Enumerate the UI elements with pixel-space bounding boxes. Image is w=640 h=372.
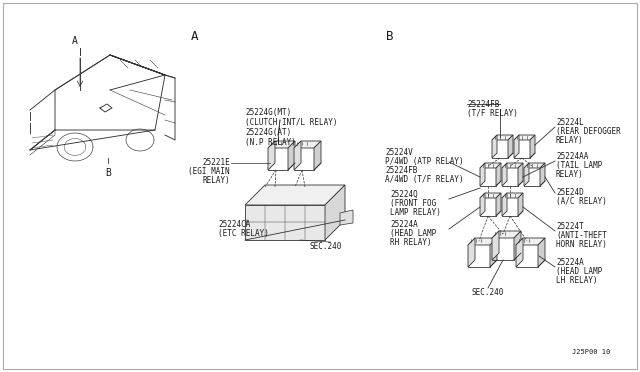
Polygon shape	[496, 163, 501, 186]
Polygon shape	[480, 193, 485, 216]
Text: (FRONT FOG: (FRONT FOG	[390, 199, 436, 208]
Text: LH RELAY): LH RELAY)	[556, 276, 598, 285]
Text: 25221E: 25221E	[202, 158, 230, 167]
Text: 25E24D: 25E24D	[556, 188, 584, 197]
Text: P/4WD (ATP RELAY): P/4WD (ATP RELAY)	[385, 157, 463, 166]
Text: 25224FB: 25224FB	[385, 166, 417, 175]
Text: RELAY): RELAY)	[556, 170, 584, 179]
Polygon shape	[492, 135, 513, 140]
Text: A/4WD (T/F RELAY): A/4WD (T/F RELAY)	[385, 175, 463, 184]
Polygon shape	[516, 238, 545, 245]
Polygon shape	[468, 238, 475, 267]
Polygon shape	[496, 193, 501, 216]
Polygon shape	[516, 238, 523, 267]
Polygon shape	[518, 193, 523, 216]
Polygon shape	[245, 205, 325, 240]
Polygon shape	[490, 238, 497, 267]
Polygon shape	[480, 163, 501, 168]
Text: HORN RELAY): HORN RELAY)	[556, 240, 607, 249]
Text: (CLUTCH INT/L RELAY): (CLUTCH INT/L RELAY)	[245, 118, 337, 127]
Polygon shape	[468, 238, 497, 245]
Polygon shape	[538, 238, 545, 267]
Text: 25224V: 25224V	[385, 148, 413, 157]
Text: (HEAD LAMP: (HEAD LAMP	[390, 229, 436, 238]
Text: 25224CA: 25224CA	[218, 220, 250, 229]
Text: SEC.240: SEC.240	[472, 288, 504, 297]
Polygon shape	[502, 163, 523, 168]
Polygon shape	[514, 135, 519, 158]
Polygon shape	[502, 193, 523, 198]
Text: A: A	[72, 36, 78, 46]
Text: J25P00 10: J25P00 10	[572, 349, 610, 355]
Text: 25224Q: 25224Q	[390, 190, 418, 199]
Polygon shape	[480, 163, 485, 186]
Text: 25224A: 25224A	[556, 258, 584, 267]
Text: 25224A: 25224A	[390, 220, 418, 229]
Text: (A/C RELAY): (A/C RELAY)	[556, 197, 607, 206]
Text: RELAY): RELAY)	[556, 136, 584, 145]
Polygon shape	[492, 231, 499, 260]
Polygon shape	[294, 141, 301, 170]
Polygon shape	[492, 231, 521, 238]
Polygon shape	[480, 193, 501, 198]
Polygon shape	[492, 135, 497, 158]
Text: (REAR DEFOGGER: (REAR DEFOGGER	[556, 127, 621, 136]
Polygon shape	[340, 210, 353, 225]
Polygon shape	[514, 231, 521, 260]
Polygon shape	[288, 141, 295, 170]
Polygon shape	[524, 163, 529, 186]
Text: 25224FB: 25224FB	[467, 100, 499, 109]
Text: (ANTI-THEFT: (ANTI-THEFT	[556, 231, 607, 240]
Polygon shape	[530, 135, 535, 158]
Polygon shape	[518, 163, 523, 186]
Polygon shape	[294, 141, 321, 148]
Text: 25224T: 25224T	[556, 222, 584, 231]
Polygon shape	[502, 193, 507, 216]
Polygon shape	[540, 163, 545, 186]
Polygon shape	[524, 163, 545, 168]
Text: (N.P RELAY): (N.P RELAY)	[245, 138, 296, 147]
Text: B: B	[105, 168, 111, 178]
Text: (TAIL LAMP: (TAIL LAMP	[556, 161, 602, 170]
Text: SEC.240: SEC.240	[310, 242, 342, 251]
Polygon shape	[325, 185, 345, 240]
Text: (HEAD LAMP: (HEAD LAMP	[556, 267, 602, 276]
Text: LAMP RELAY): LAMP RELAY)	[390, 208, 441, 217]
Text: RH RELAY): RH RELAY)	[390, 238, 431, 247]
Text: 25224AA: 25224AA	[556, 152, 588, 161]
Polygon shape	[268, 141, 295, 148]
Text: (T/F RELAY): (T/F RELAY)	[467, 109, 518, 118]
Polygon shape	[502, 163, 507, 186]
Polygon shape	[508, 135, 513, 158]
Text: (ETC RELAY): (ETC RELAY)	[218, 229, 269, 238]
Polygon shape	[268, 141, 275, 170]
Polygon shape	[314, 141, 321, 170]
Text: A: A	[191, 30, 199, 43]
Text: RELAY): RELAY)	[202, 176, 230, 185]
Text: (EGI MAIN: (EGI MAIN	[188, 167, 230, 176]
Text: 25224G(AT): 25224G(AT)	[245, 128, 291, 137]
Text: B: B	[387, 30, 394, 43]
Polygon shape	[245, 185, 345, 205]
Polygon shape	[514, 135, 535, 140]
Text: 25224L: 25224L	[556, 118, 584, 127]
Text: 25224G(MT): 25224G(MT)	[245, 108, 291, 117]
